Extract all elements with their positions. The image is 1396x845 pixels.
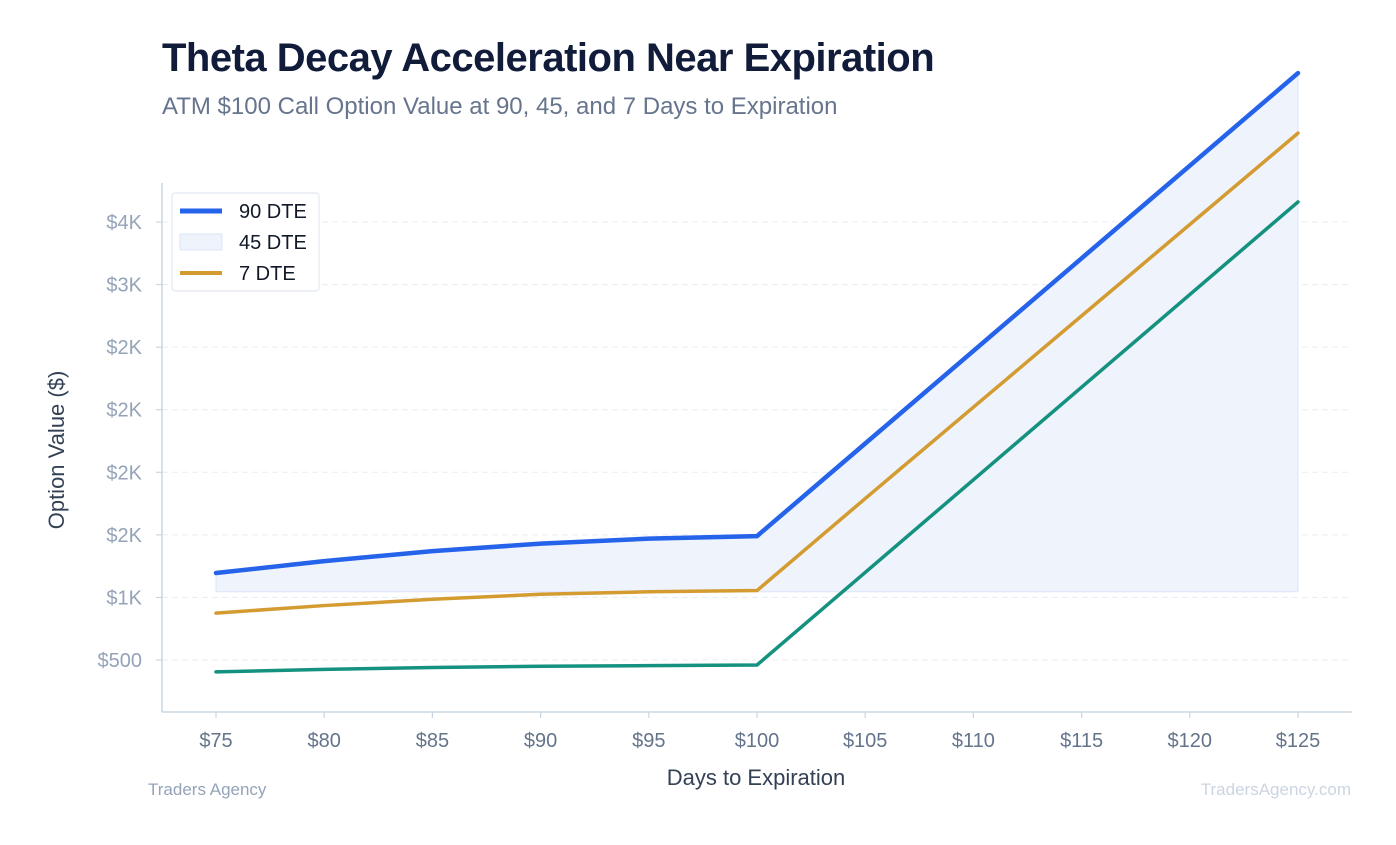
footer-site: TradersAgency.com — [1200, 780, 1351, 799]
y-tick-label: $4K — [106, 212, 142, 234]
series-line-7-dte — [214, 131, 1300, 615]
y-tick-label: $2K — [106, 337, 142, 359]
y-axis-label: Option Value ($) — [44, 371, 69, 530]
area-45-dte — [215, 71, 1299, 593]
y-tick-label: $2K — [106, 525, 142, 547]
x-axis-label: Days to Expiration — [667, 765, 846, 790]
x-tick-label: $80 — [308, 730, 341, 752]
chart-subtitle: ATM $100 Call Option Value at 90, 45, an… — [162, 93, 838, 120]
x-tick-label: $75 — [199, 730, 232, 752]
y-tick-label: $2K — [106, 462, 142, 484]
series-line-90-dte — [213, 70, 1301, 576]
x-tick-labels: $75 $80 $85 $90 $95 $100 $105 $110 $115 $120 $125 — [199, 730, 1320, 752]
y-tick-label: $1K — [106, 587, 142, 609]
x-tick-label: $85 — [416, 730, 449, 752]
chart-title: Theta Decay Acceleration Near Expiration — [162, 36, 935, 80]
y-tick-label: $3K — [106, 275, 142, 297]
y-tick-label: $500 — [98, 650, 143, 672]
x-tick-label: $125 — [1276, 730, 1321, 752]
x-tick-label: $115 — [1060, 730, 1103, 752]
x-tick-label: $105 — [843, 730, 888, 752]
legend: 90 DTE 45 DTE 7 DTE — [171, 192, 320, 292]
series-lines — [213, 70, 1301, 674]
x-tick-label: $120 — [1168, 730, 1213, 752]
series-line-unlabeled — [214, 200, 1300, 674]
axes — [156, 183, 1352, 718]
y-tick-label: $2K — [106, 400, 142, 422]
area-layer — [215, 71, 1299, 593]
legend-label: 7 DTE — [239, 263, 296, 285]
y-tick-labels: $500 $1K $2K $2K $2K $2K $3K $4K — [98, 212, 143, 672]
x-tick-label: $95 — [632, 730, 665, 752]
x-tick-label: $110 — [952, 730, 995, 752]
legend-label: 90 DTE — [239, 201, 307, 223]
legend-label: 45 DTE — [239, 232, 307, 254]
x-tick-label: $100 — [735, 730, 780, 752]
legend-box — [171, 192, 320, 292]
legend-swatch — [179, 233, 223, 251]
footer-brand: Traders Agency — [148, 780, 267, 799]
x-tick-label: $90 — [524, 730, 557, 752]
